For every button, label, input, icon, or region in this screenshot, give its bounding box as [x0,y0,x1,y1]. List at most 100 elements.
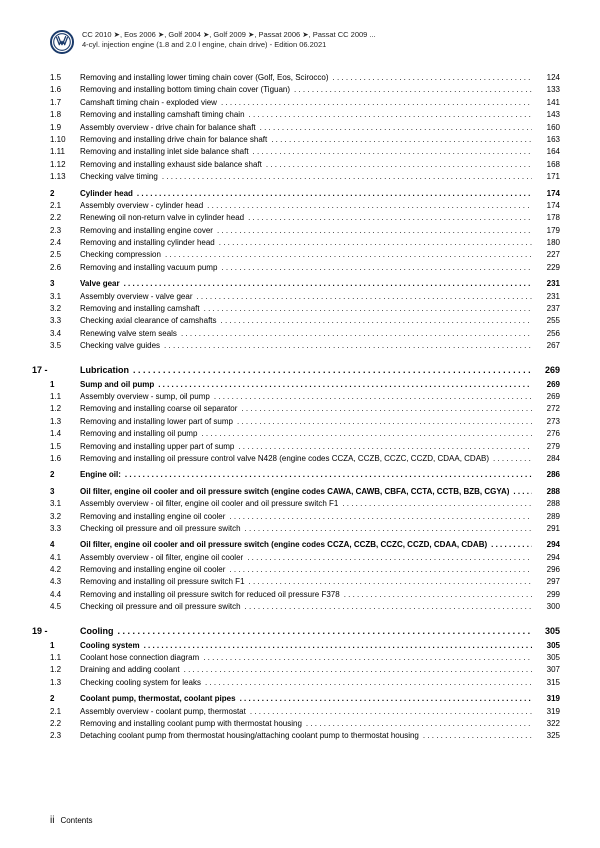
toc-num: 1.2 [50,664,80,676]
toc-title: Assembly overview - oil filter, engine o… [80,552,532,564]
toc-item: 1.3Checking cooling system for leaks315 [50,677,560,689]
toc-page: 299 [532,589,560,601]
toc-num: 4.2 [50,564,80,576]
toc-item: 2.6Removing and installing vacuum pump22… [50,262,560,274]
toc-item: 3.2Removing and installing camshaft237 [50,303,560,315]
toc-num: 4.1 [50,552,80,564]
toc-page: 160 [532,122,560,134]
toc-item: 4.4Removing and installing oil pressure … [50,589,560,601]
toc-section: 3Oil filter, engine oil cooler and oil p… [50,486,560,498]
toc-item: 4.5Checking oil pressure and oil pressur… [50,601,560,613]
toc-title: Assembly overview - drive chain for bala… [80,122,532,134]
toc-item: 1.1Assembly overview - sump, oil pump269 [50,391,560,403]
toc-title: Removing and installing lower part of su… [80,416,532,428]
toc-title: Detaching coolant pump from thermostat h… [80,730,532,742]
toc-item: 2.2Removing and installing coolant pump … [50,718,560,730]
toc-title: Assembly overview - valve gear [80,291,532,303]
toc-page: 133 [532,84,560,96]
toc-title: Checking compression [80,249,532,261]
toc-page: 178 [532,212,560,224]
toc-title: Cylinder head [80,188,532,200]
toc-num: 1.2 [50,403,80,415]
toc-title: Removing and installing oil pressure con… [80,453,532,465]
toc-num: 1 [50,379,80,391]
toc-page: 284 [532,453,560,465]
toc-chapter-title: Cooling [80,626,532,636]
toc-num: 2 [50,693,80,705]
toc-title: Oil filter, engine oil cooler and oil pr… [80,539,532,551]
toc-num: 2.6 [50,262,80,274]
page-footer: ii Contents [50,815,92,826]
toc-chapter-page: 305 [532,626,560,636]
toc-num: 1.12 [50,159,80,171]
vw-logo [50,30,74,54]
toc-page: 174 [532,200,560,212]
toc-page: 288 [532,498,560,510]
toc-page: 305 [532,652,560,664]
header-line-1: CC 2010 ➤, Eos 2006 ➤, Golf 2004 ➤, Golf… [82,30,376,40]
toc-page: 180 [532,237,560,249]
toc-page: 227 [532,249,560,261]
document-header: CC 2010 ➤, Eos 2006 ➤, Golf 2004 ➤, Golf… [50,30,560,54]
toc-page: 255 [532,315,560,327]
toc-page: 229 [532,262,560,274]
toc-page: 272 [532,403,560,415]
toc-page: 256 [532,328,560,340]
toc-item: 1.2Removing and installing coarse oil se… [50,403,560,415]
toc-item: 1.12Removing and installing exhaust side… [50,159,560,171]
page: CC 2010 ➤, Eos 2006 ➤, Golf 2004 ➤, Golf… [0,0,600,773]
toc-page: 296 [532,564,560,576]
toc-num: 3 [50,278,80,290]
toc-page: 294 [532,552,560,564]
toc-item: 1.8Removing and installing camshaft timi… [50,109,560,121]
toc-num: 1.5 [50,72,80,84]
toc-chapter: 19 -Cooling305 [32,626,560,636]
toc-title: Checking valve timing [80,171,532,183]
toc-page: 231 [532,278,560,290]
toc-num: 4 [50,539,80,551]
toc-page: 267 [532,340,560,352]
toc-title: Checking cooling system for leaks [80,677,532,689]
toc-title: Removing and installing drive chain for … [80,134,532,146]
toc-title: Camshaft timing chain - exploded view [80,97,532,109]
toc-item: 1.3Removing and installing lower part of… [50,416,560,428]
toc-title: Coolant pump, thermostat, coolant pipes [80,693,532,705]
toc-num: 1.11 [50,146,80,158]
header-text: CC 2010 ➤, Eos 2006 ➤, Golf 2004 ➤, Golf… [82,30,376,50]
toc-num: 3.1 [50,291,80,303]
toc-title: Checking axial clearance of camshafts [80,315,532,327]
toc-title: Assembly overview - oil filter, engine o… [80,498,532,510]
toc-title: Coolant hose connection diagram [80,652,532,664]
toc-num: 3.2 [50,511,80,523]
toc-page: 305 [532,640,560,652]
toc-title: Checking valve guides [80,340,532,352]
toc-section: 2Cylinder head174 [50,188,560,200]
toc-page: 279 [532,441,560,453]
toc-title: Removing and installing bottom timing ch… [80,84,532,96]
toc-title: Removing and installing lower timing cha… [80,72,532,84]
toc-page: 315 [532,677,560,689]
toc-page: 297 [532,576,560,588]
toc-num: 2.3 [50,225,80,237]
toc-page: 174 [532,188,560,200]
table-of-contents: 1.5Removing and installing lower timing … [50,72,560,743]
toc-page: 294 [532,539,560,551]
toc-title: Removing and installing vacuum pump [80,262,532,274]
toc-num: 2.2 [50,718,80,730]
toc-page: 171 [532,171,560,183]
toc-num: 1.4 [50,428,80,440]
toc-title: Oil filter, engine oil cooler and oil pr… [80,486,532,498]
toc-num: 1.8 [50,109,80,121]
toc-chapter-num: 17 - [32,365,80,375]
toc-item: 2.1Assembly overview - coolant pump, the… [50,706,560,718]
toc-item: 3.4Renewing valve stem seals256 [50,328,560,340]
toc-page: 269 [532,391,560,403]
toc-title: Removing and installing camshaft timing … [80,109,532,121]
toc-num: 2.1 [50,200,80,212]
toc-item: 3.5Checking valve guides267 [50,340,560,352]
toc-chapter-num: 19 - [32,626,80,636]
toc-title: Removing and installing oil pump [80,428,532,440]
toc-title: Removing and installing camshaft [80,303,532,315]
toc-item: 1.10Removing and installing drive chain … [50,134,560,146]
toc-section: 2Engine oil:286 [50,469,560,481]
